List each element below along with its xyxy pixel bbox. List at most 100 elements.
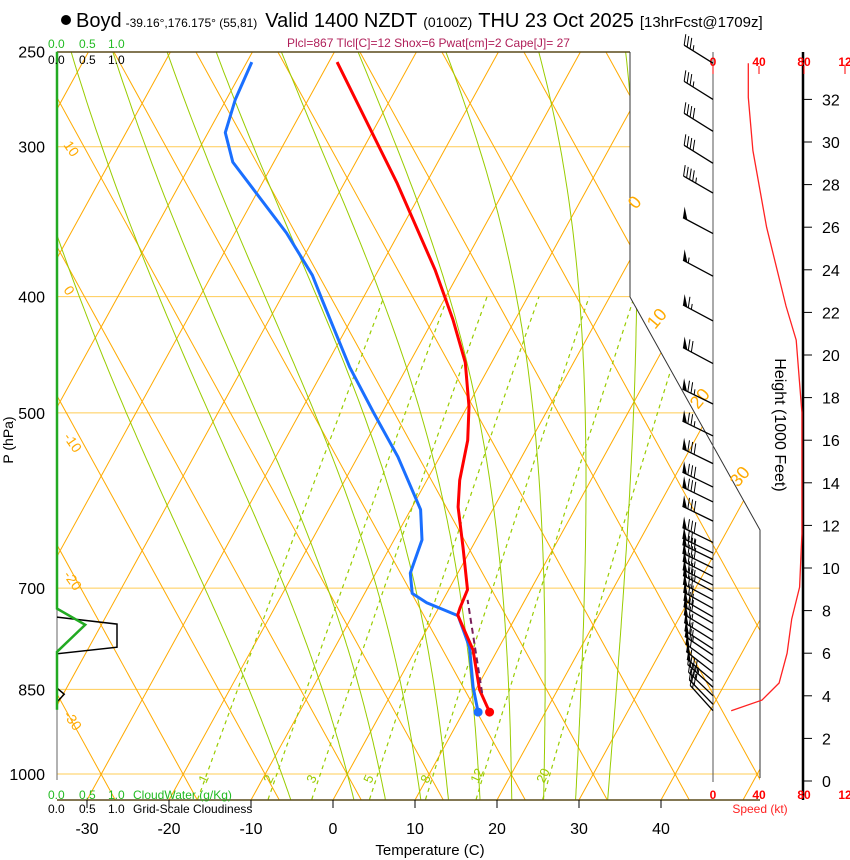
wind-barb-feather: [687, 561, 691, 573]
wind-barb-feather: [689, 622, 692, 634]
adiabat-line: [57, 52, 362, 800]
height-axis-title: Height (1000 Feet): [771, 358, 788, 491]
isotherm-label: 10: [61, 138, 83, 160]
wind-barb-feather: [688, 661, 691, 673]
wind-barb-feather: [692, 139, 696, 151]
wind-barb-pennant: [682, 558, 688, 572]
cloudiness-scale-bottom-05: 0.5: [79, 802, 96, 816]
wind-panel: [682, 34, 803, 712]
wind-barb: [683, 603, 714, 633]
sounding-profiles: [223, 61, 495, 717]
cloudiness-scale-top-1: 1.0: [108, 53, 125, 67]
wind-barb-half-feather: [695, 177, 697, 184]
wind-barb-feather: [692, 107, 696, 119]
wind-barb-pennant: [686, 640, 691, 655]
wind-barb-pennant: [682, 336, 688, 350]
wind-barb-feather: [683, 102, 687, 114]
wind-barb-half-feather: [691, 621, 694, 628]
wind-barb-staff: [682, 217, 714, 235]
wind-barb-staff: [682, 304, 714, 322]
wind-barb-staff: [682, 583, 714, 601]
wind-barb-pennant: [682, 378, 687, 392]
adiabat-line: [687, 52, 760, 800]
wind-barb-feather: [691, 585, 694, 597]
wind-barb-feather: [687, 440, 690, 452]
wind-barb-pennant: [682, 527, 687, 541]
isotherm-label: 30: [726, 462, 754, 490]
wind-barb: [682, 293, 714, 322]
wind-barb-pennant: [682, 437, 687, 451]
cloudwater-scale-bottom-05: 0.5: [79, 788, 96, 802]
wind-barb-feather: [690, 531, 694, 543]
wind-barb-pennant: [682, 410, 687, 424]
wind-barb-staff: [682, 259, 714, 277]
wind-barb-feather: [686, 166, 689, 178]
station-coords: -39.16°,176.175° (55,81): [126, 16, 258, 30]
moist-adiabat-line: [166, 52, 422, 800]
wind-barb-feather: [693, 547, 697, 559]
wind-barb-feather: [687, 552, 691, 564]
temperature-tick-label: 0: [329, 821, 338, 838]
cloudwater-scale-bottom-1: 1.0: [108, 788, 125, 802]
height-tick-label: 20: [822, 348, 840, 365]
wind-barb-staff: [682, 346, 714, 365]
wind-barb-feather: [686, 136, 690, 148]
wind-barb-half-feather: [690, 649, 693, 656]
wind-barb-feather: [693, 443, 697, 455]
wind-barb: [682, 378, 714, 405]
wind-barb-half-feather: [693, 575, 696, 582]
wind-barb-feather: [687, 412, 690, 424]
wind-barb: [682, 558, 714, 586]
wind-barb-feather: [690, 340, 694, 353]
wind-barb-feather: [690, 441, 694, 453]
cloudwater-scale-top-1: 1.0: [108, 37, 125, 51]
surface-temperature-dot: [485, 707, 495, 717]
wind-barb-feather: [692, 658, 696, 670]
pressure-tick-label: 250: [18, 45, 45, 62]
wind-barb-pennant: [682, 495, 687, 509]
wind-barb-pennant: [684, 611, 689, 626]
wind-barb-feather: [686, 35, 690, 48]
wind-barb-staff: [682, 471, 714, 488]
wind-barb-feather: [695, 668, 699, 680]
wind-barb-feather: [690, 465, 694, 477]
wind-barb-feather: [690, 568, 694, 581]
wind-barb-half-feather: [692, 682, 694, 689]
mixing-ratio-line: [475, 296, 635, 800]
wind-barb-feather: [686, 104, 690, 116]
wind-barb-feather: [693, 500, 697, 513]
isotherm-line: [332, 52, 745, 800]
adiabat-line: [195, 52, 608, 800]
wind-barb: [683, 165, 714, 194]
wind-barb-feather: [683, 34, 687, 46]
wind-barb-feather: [689, 105, 693, 118]
wind-barb-feather: [689, 137, 693, 150]
wind-barb-feather: [689, 628, 692, 640]
wind-barb-feather: [689, 655, 693, 667]
wind-barb-feather: [693, 522, 697, 534]
speed-tick-label-bottom: 0: [710, 788, 717, 802]
height-tick-label: 18: [822, 391, 840, 408]
wind-barb: [683, 70, 714, 100]
isotherm-line: [825, 52, 850, 800]
wind-barb-feather: [693, 481, 697, 493]
height-tick-label: 0: [822, 774, 831, 791]
wind-barb-pennant: [682, 572, 688, 587]
isotherm-line: [250, 52, 663, 800]
pressure-tick-label: 1000: [9, 767, 45, 784]
isotherm-label: 0: [61, 283, 79, 299]
wind-barb-pennant: [684, 625, 689, 640]
pressure-tick-label: 700: [18, 581, 45, 598]
mixing-ratio-line: [197, 296, 385, 800]
wind-barb-feather: [688, 606, 692, 618]
adiabat-line: [359, 52, 760, 800]
cloud-panel: [55, 51, 118, 780]
wind-barb-staff: [683, 175, 714, 194]
mixing-ratio-line: [424, 296, 590, 800]
wind-barb-feather: [691, 600, 694, 612]
wind-speed-line: [730, 63, 803, 712]
wind-barb-staff: [682, 486, 714, 503]
moist-adiabat-line: [357, 52, 513, 800]
mixing-ratio-label: 20: [533, 766, 553, 785]
